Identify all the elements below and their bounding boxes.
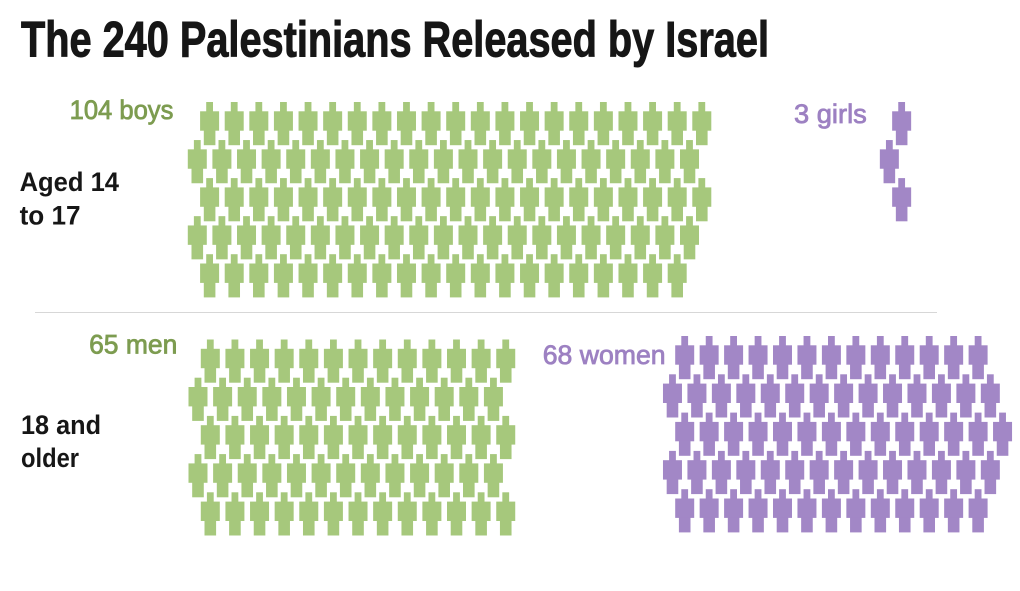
svg-text:65 men: 65 men [89, 329, 177, 359]
svg-text:3 girls: 3 girls [794, 99, 867, 129]
svg-text:The 240 Palestinians Released: The 240 Palestinians Released by Israel [21, 11, 769, 67]
svg-text:68 women: 68 women [543, 340, 666, 370]
svg-text:to 17: to 17 [20, 200, 81, 230]
svg-text:Aged 14: Aged 14 [20, 167, 119, 197]
svg-text:older: older [21, 443, 79, 473]
svg-text:18 and: 18 and [21, 410, 101, 440]
svg-text:104 boys: 104 boys [70, 95, 174, 125]
